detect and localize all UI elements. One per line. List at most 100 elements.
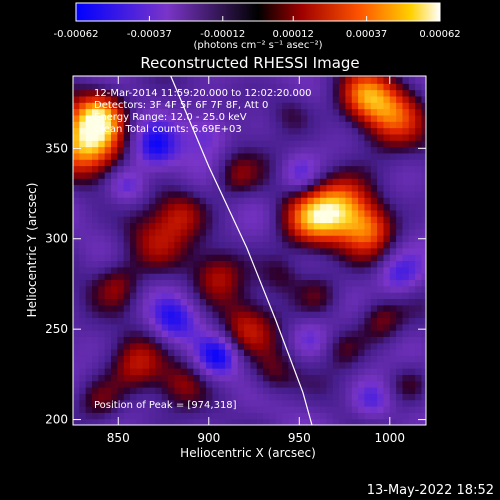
heatmap-cell (206, 102, 213, 110)
heatmap-cell (263, 311, 271, 319)
heatmap-cell (377, 285, 385, 293)
heatmap-cell (73, 222, 80, 230)
heatmap-cell (383, 241, 391, 249)
heatmap-cell (149, 76, 156, 84)
heatmap-cell (193, 311, 201, 319)
heatmap-cell (111, 247, 118, 255)
heatmap-cell (358, 323, 366, 331)
heatmap-cell (130, 89, 137, 97)
heatmap-cell (358, 222, 366, 230)
heatmap-cell (294, 368, 302, 375)
heatmap-cell (275, 159, 283, 167)
heatmap-cell (206, 247, 213, 255)
heatmap-cell (421, 146, 426, 154)
heatmap-cell (98, 209, 106, 217)
heatmap-cell (212, 209, 220, 217)
heatmap-cell (351, 279, 359, 287)
heatmap-cell (275, 368, 283, 375)
heatmap-cell (275, 285, 283, 293)
heatmap-cell (123, 406, 131, 413)
heatmap-cell (294, 393, 302, 401)
heatmap-cell (345, 241, 353, 249)
heatmap-cell (358, 127, 366, 135)
heatmap-cell (142, 330, 150, 337)
heatmap-cell (193, 228, 201, 236)
heatmap-cell (326, 374, 334, 382)
heatmap-cell (250, 76, 258, 78)
heatmap-cell (377, 121, 385, 129)
heatmap-cell (142, 108, 150, 116)
heatmap-cell (282, 380, 290, 388)
heatmap-cell (187, 418, 194, 425)
heatmap-cell (421, 127, 426, 135)
heatmap-cell (98, 342, 106, 350)
heatmap-cell (136, 285, 144, 293)
heatmap-cell (263, 184, 271, 192)
heatmap-cell (142, 355, 150, 363)
heatmap-cell (237, 203, 245, 211)
heatmap-cell (345, 152, 353, 160)
heatmap-cell (301, 399, 309, 407)
heatmap-cell (377, 387, 385, 394)
heatmap-cell (320, 355, 328, 363)
heatmap-cell (383, 178, 391, 186)
heatmap-cell (218, 330, 226, 337)
heatmap-cell (73, 146, 80, 154)
heatmap-cell (389, 254, 397, 262)
heatmap-cell (130, 127, 137, 135)
heatmap-cell (313, 361, 321, 369)
heatmap-cell (326, 178, 334, 186)
heatmap-cell (174, 285, 182, 293)
heatmap-cell (282, 152, 290, 160)
heatmap-cell (408, 260, 416, 268)
heatmap-cell (225, 197, 232, 205)
heatmap-cell (396, 292, 404, 300)
heatmap-cell (174, 349, 182, 356)
heatmap-cell (263, 330, 271, 337)
heatmap-cell (326, 368, 334, 375)
heatmap-cell (269, 209, 277, 217)
heatmap-cell (180, 361, 188, 369)
heatmap-cell (244, 349, 252, 356)
heatmap-cell (408, 89, 416, 97)
heatmap-cell (269, 304, 277, 312)
heatmap-cell (288, 368, 296, 375)
heatmap-cell (415, 285, 423, 293)
heatmap-cell (92, 127, 99, 135)
heatmap-cell (288, 209, 296, 217)
heatmap-cell (104, 171, 112, 179)
heatmap-cell (351, 222, 359, 230)
heatmap-cell (136, 121, 144, 129)
heatmap-cell (168, 298, 175, 306)
heatmap-cell (136, 304, 144, 312)
heatmap-cell (396, 178, 404, 186)
heatmap-cell (269, 254, 277, 262)
heatmap-cell (123, 178, 131, 186)
heatmap-cell (155, 273, 163, 281)
heatmap-cell (117, 108, 125, 116)
heatmap-cell (104, 317, 112, 325)
heatmap-cell (250, 95, 258, 103)
heatmap-cell (307, 260, 315, 268)
heatmap-cell (98, 121, 106, 129)
heatmap-cell (307, 203, 315, 211)
heatmap-cell (313, 374, 321, 382)
heatmap-cell (180, 127, 188, 135)
heatmap-cell (136, 418, 144, 425)
heatmap-cell (237, 418, 245, 425)
heatmap-cell (396, 140, 404, 148)
heatmap-cell (320, 114, 328, 122)
heatmap-cell (383, 368, 391, 375)
x-tick-label: 900 (197, 431, 220, 445)
heatmap-cell (104, 323, 112, 331)
heatmap-cell (256, 114, 264, 122)
heatmap-cell (421, 355, 426, 363)
heatmap-cell (256, 133, 264, 141)
heatmap-cell (136, 203, 144, 211)
heatmap-cell (320, 387, 328, 394)
heatmap-cell (307, 393, 315, 401)
heatmap-cell (136, 317, 144, 325)
heatmap-cell (339, 311, 347, 319)
heatmap-cell (339, 418, 347, 425)
heatmap-cell (180, 292, 188, 300)
